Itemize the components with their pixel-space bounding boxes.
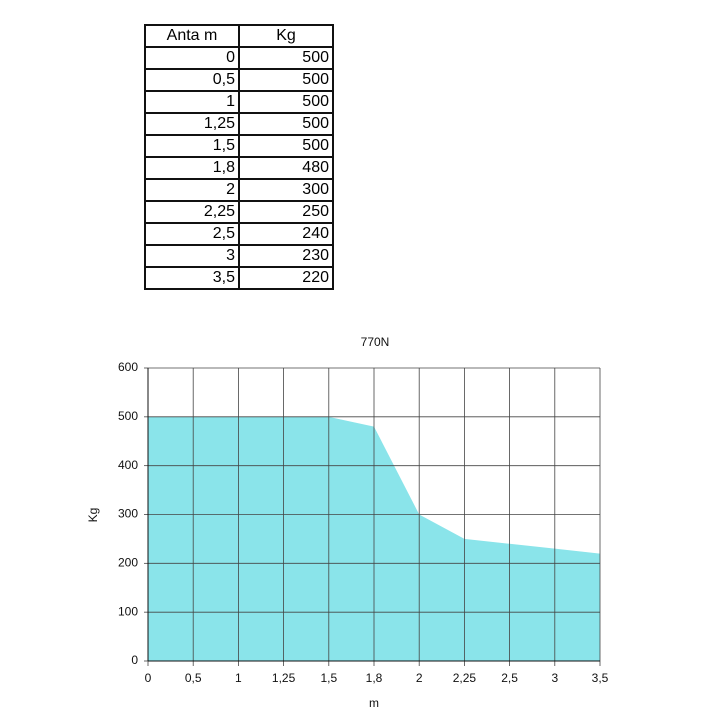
table-cell: 3,5 [144, 266, 240, 290]
table-cell: 2,25 [144, 200, 240, 224]
table-row: 1,25 500 [144, 112, 334, 136]
table-cell: 480 [238, 156, 334, 180]
x-tick-label: 2,5 [501, 671, 518, 685]
table-cell: 1,5 [144, 134, 240, 158]
y-tick-label: 600 [118, 360, 138, 374]
load-table: Anta m Kg 0 500 0,5 500 1 500 1,25 500 1,5 500 1,8 48… [144, 24, 334, 290]
chart-title: 770N [361, 335, 390, 349]
table-cell: 230 [238, 244, 334, 268]
table-cell: 2,5 [144, 222, 240, 246]
x-tick-label: 1,25 [272, 671, 296, 685]
header-row: Anta m Kg [144, 24, 334, 48]
table-cell: 500 [238, 46, 334, 70]
table-cell: 500 [238, 112, 334, 136]
table-cell: 1 [144, 90, 240, 114]
table-cell: 500 [238, 68, 334, 92]
table-row: 2,5 240 [144, 222, 334, 246]
header-cell: Anta m [144, 24, 240, 48]
table-row: 2 300 [144, 178, 334, 202]
table-row: 1,8 480 [144, 156, 334, 180]
table-cell: 500 [238, 134, 334, 158]
y-tick-label: 0 [131, 653, 138, 667]
x-tick-label: 2,25 [453, 671, 477, 685]
table-cell: 1,8 [144, 156, 240, 180]
x-tick-label: 2 [416, 671, 423, 685]
table-cell: 0 [144, 46, 240, 70]
table-row: 1 500 [144, 90, 334, 114]
x-axis-label: m [369, 696, 379, 710]
x-tick-label: 1,8 [366, 671, 383, 685]
y-tick-label: 400 [118, 458, 138, 472]
x-tick-label: 0,5 [185, 671, 202, 685]
header-cell: Kg [238, 24, 334, 48]
x-tick-label: 1 [235, 671, 242, 685]
y-axis-label: Kg [86, 508, 100, 523]
table-row: 2,25 250 [144, 200, 334, 224]
x-tick-label: 0 [145, 671, 152, 685]
y-tick-label: 200 [118, 556, 138, 570]
table-row: 1,5 500 [144, 134, 334, 158]
table-cell: 500 [238, 90, 334, 114]
table-body: 0 500 0,5 500 1 500 1,25 500 1,5 500 1,8 480 2 300 2,2… [144, 46, 334, 290]
x-tick-label: 3 [551, 671, 558, 685]
table-cell: 3 [144, 244, 240, 268]
table-row: 3 230 [144, 244, 334, 268]
table-row: 0,5 500 [144, 68, 334, 92]
y-tick-label: 100 [118, 604, 138, 618]
table-cell: 2 [144, 178, 240, 202]
y-tick-label: 500 [118, 409, 138, 423]
x-tick-label: 1,5 [320, 671, 337, 685]
y-tick-label: 300 [118, 507, 138, 521]
table-cell: 0,5 [144, 68, 240, 92]
table-row: 3,5 220 [144, 266, 334, 290]
table-cell: 300 [238, 178, 334, 202]
x-tick-label: 3,5 [592, 671, 609, 685]
table-cell: 240 [238, 222, 334, 246]
table-cell: 1,25 [144, 112, 240, 136]
table-cell: 250 [238, 200, 334, 224]
table-row: 0 500 [144, 46, 334, 70]
table-cell: 220 [238, 266, 334, 290]
